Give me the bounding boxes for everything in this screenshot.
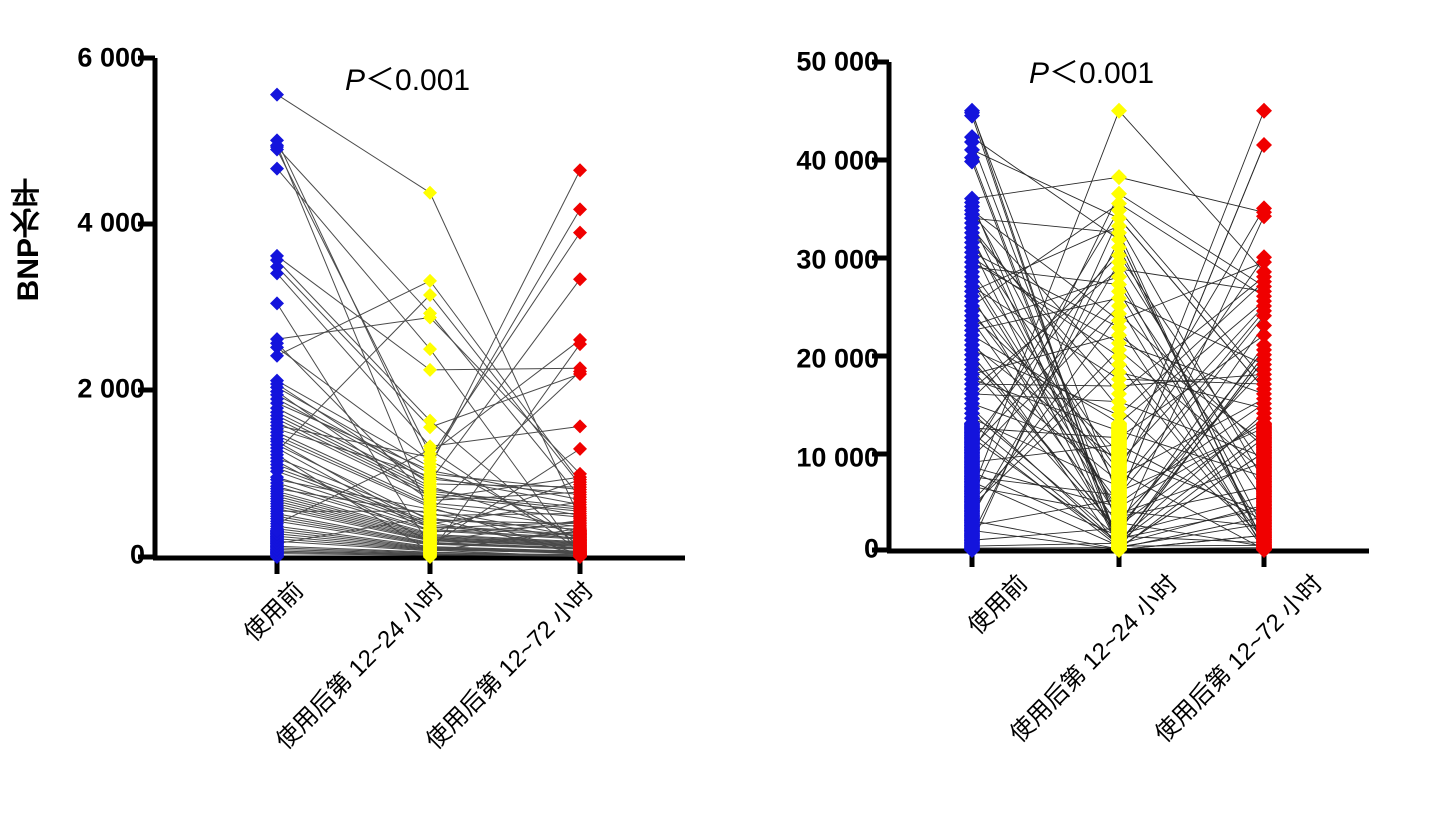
data-point-marker <box>573 163 587 177</box>
connector-line <box>972 218 1119 233</box>
data-point-marker <box>423 186 437 200</box>
data-point-marker <box>573 272 587 286</box>
connector-line <box>972 240 1119 536</box>
data-point-marker <box>423 342 437 356</box>
data-point-marker <box>1256 103 1272 119</box>
connector-line <box>1119 145 1264 499</box>
connector-line <box>972 467 1119 507</box>
connector-line <box>972 499 1119 525</box>
connector-line <box>1119 177 1264 212</box>
data-points-group <box>270 88 587 564</box>
connector-line <box>277 468 430 524</box>
connector-line <box>972 530 1119 549</box>
connector-line <box>430 209 580 463</box>
data-point-marker <box>573 226 587 240</box>
connector-line <box>277 317 430 339</box>
connector-line <box>972 252 1119 327</box>
connector-line <box>430 233 580 458</box>
connector-line <box>430 489 580 516</box>
connector-line <box>1119 282 1264 416</box>
data-point-marker <box>423 274 437 288</box>
data-point-marker <box>270 296 284 310</box>
connector-line <box>277 267 430 428</box>
connector-line <box>972 311 1119 503</box>
connector-line <box>277 256 430 370</box>
data-point-marker <box>573 442 587 456</box>
connector-line <box>1119 111 1264 272</box>
connector-line <box>1119 208 1264 452</box>
data-point-marker <box>573 202 587 216</box>
connector-line <box>972 335 1119 374</box>
connector-line <box>1119 216 1264 530</box>
connector-line <box>972 137 1119 239</box>
connector-line <box>1119 204 1264 297</box>
connector-line <box>430 368 580 370</box>
connector-line <box>1119 545 1264 546</box>
connector-line <box>972 142 1119 528</box>
connector-line <box>1119 291 1264 532</box>
connector-line <box>1119 524 1264 547</box>
connector-line <box>277 95 430 193</box>
connector-line <box>1119 301 1264 423</box>
chart-panel-bnp: BNP水平 P＜0.001 6 000 4 000 2 000 0 使用前 使用… <box>0 0 719 814</box>
connector-line <box>277 147 430 313</box>
plot-canvas-nt-pro-bnp <box>719 0 1438 814</box>
connector-line <box>972 257 1119 357</box>
data-point-marker <box>1256 137 1272 153</box>
connector-line <box>1119 218 1264 389</box>
connector-line <box>972 528 1119 540</box>
chart-panel-nt-pro-bnp: NT-pro BNP水平 P＜0.001 50 000 40 000 30 00… <box>719 0 1438 814</box>
connector-line <box>972 210 1119 320</box>
connector-line <box>972 314 1119 511</box>
data-point-marker <box>573 419 587 433</box>
data-point-marker <box>1111 169 1127 185</box>
plot-canvas-bnp <box>0 0 719 814</box>
connector-line <box>1119 262 1264 321</box>
connector-line <box>277 347 430 460</box>
connector-line <box>1119 457 1264 513</box>
data-point-marker <box>270 88 284 102</box>
connector-line <box>972 150 1119 218</box>
data-point-marker <box>270 162 284 176</box>
connector-line <box>430 295 580 485</box>
connector-line <box>277 169 430 349</box>
data-point-marker <box>423 363 437 377</box>
